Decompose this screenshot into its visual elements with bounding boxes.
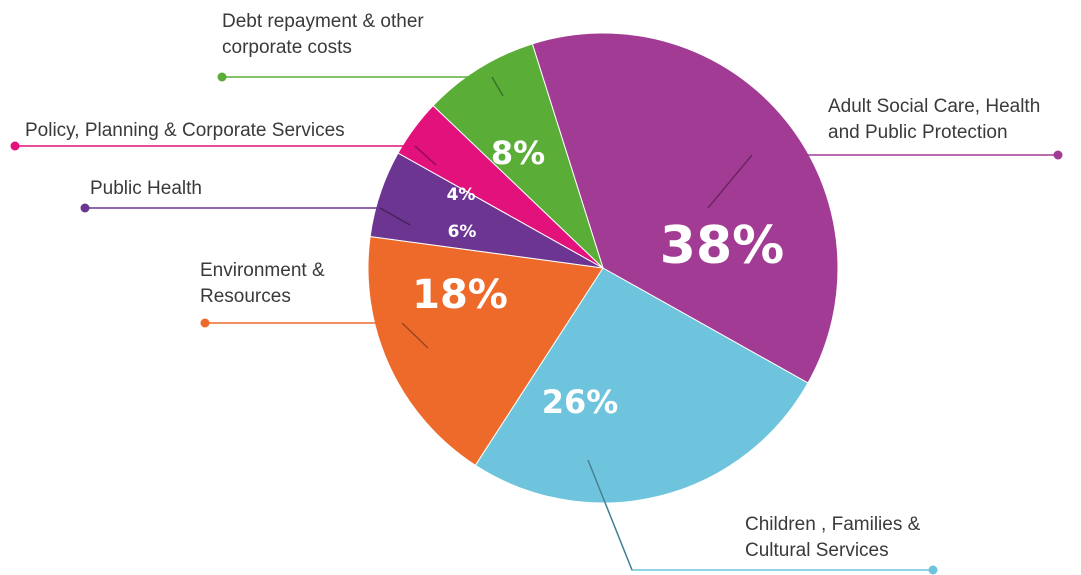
category-label-line: Resources (200, 286, 291, 307)
category-label-line: and Public Protection (828, 122, 1008, 143)
value-label-public-health: 6% (448, 222, 477, 242)
leader-dot-public-health (80, 203, 90, 213)
category-label-line: Adult Social Care, Health (828, 96, 1040, 117)
category-labels: Adult Social Care, Health and Public Prot… (25, 11, 1040, 561)
leader-lines (10, 72, 1063, 575)
leader-dot-debt (217, 72, 227, 82)
leader-line-inner-environment (401, 322, 429, 349)
leader-line-inner-children (587, 459, 633, 571)
category-label-line: Children , Families & (745, 514, 921, 535)
leader-line-policy (15, 145, 437, 166)
category-label-policy: Policy, Planning & Corporate Services (25, 120, 345, 141)
category-label-debt: Debt repayment & other corporate costs (222, 11, 424, 58)
category-label-adult: Adult Social Care, Health and Public Prot… (828, 96, 1040, 143)
leader-dot-environment (200, 318, 210, 328)
category-label-children: Children , Families & Cultural Services (745, 514, 921, 561)
pie-slices (367, 32, 839, 504)
category-label-environment: Environment & Resources (200, 260, 325, 307)
leader-line-debt (222, 76, 504, 97)
category-label-line: corporate costs (222, 37, 352, 58)
pie-slice-environment (367, 235, 604, 467)
leader-dot-policy (10, 141, 20, 151)
value-label-environment: 18% (412, 272, 508, 318)
category-label-line: Cultural Services (745, 540, 889, 561)
leader-line-children (587, 459, 933, 571)
leader-line-public-health (85, 207, 411, 226)
value-label-policy: 4% (447, 185, 476, 205)
category-label-public-health: Public Health (90, 178, 202, 199)
category-label-line: Policy, Planning & Corporate Services (25, 120, 345, 141)
value-labels: 38% 26% 18% 6% 4% 8% (412, 134, 784, 421)
leader-line-inner-policy (414, 145, 437, 166)
leader-line-inner-adult (707, 154, 753, 209)
category-label-line: Environment & (200, 260, 325, 281)
value-label-debt: 8% (491, 134, 545, 172)
category-label-line: Public Health (90, 178, 202, 199)
leader-line-inner-debt (491, 76, 504, 97)
pie-slice-adult (531, 32, 839, 384)
value-label-children: 26% (542, 383, 619, 421)
value-label-adult: 38% (660, 216, 784, 276)
category-label-line: Debt repayment & other (222, 11, 424, 32)
leader-dot-adult (1053, 150, 1063, 160)
leader-dot-children (928, 565, 938, 575)
leader-line-inner-public-health (379, 207, 411, 226)
leader-line-adult (707, 154, 1058, 209)
pie-slice-debt (432, 43, 604, 269)
pie-slice-children (474, 267, 809, 504)
leader-line-environment (205, 322, 429, 349)
